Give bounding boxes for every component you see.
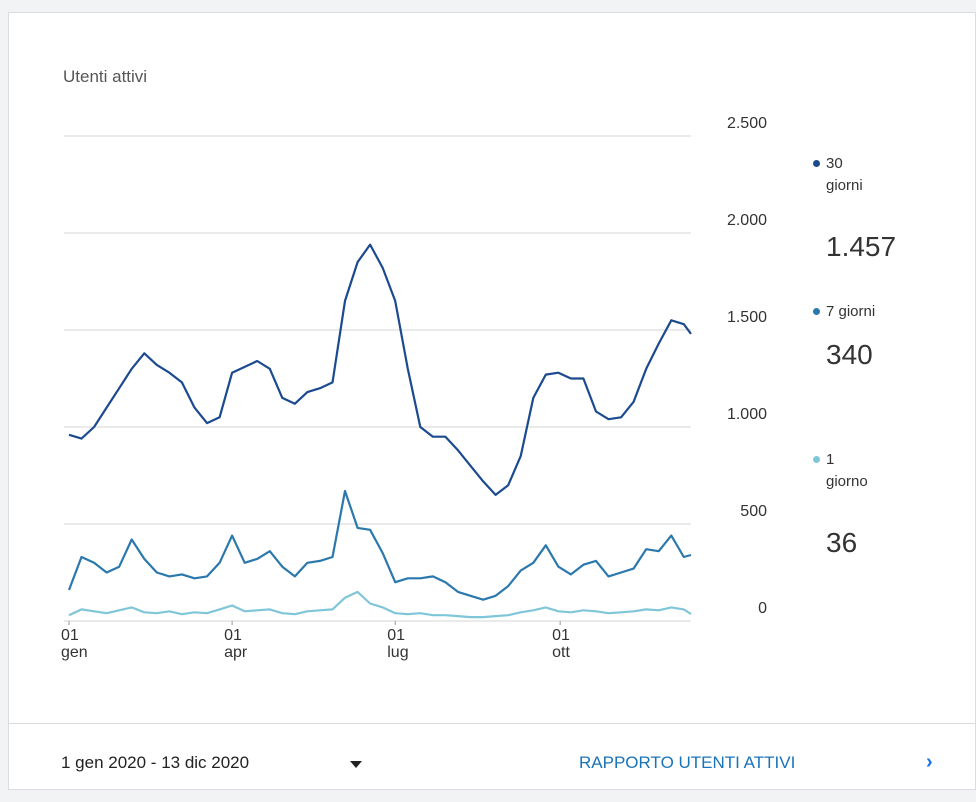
divider <box>9 723 975 724</box>
y-tick-label: 1.000 <box>727 406 767 423</box>
legend-swatch <box>813 160 820 167</box>
legend-label: 7 giorni <box>826 303 876 320</box>
legend-value: 1.457 <box>826 231 897 262</box>
legend-value: 340 <box>826 339 873 370</box>
x-tick-label: 01 gen <box>61 627 88 661</box>
x-tick-label: 01 apr <box>224 627 248 661</box>
report-link-arrow[interactable]: › <box>926 751 933 773</box>
series-line <box>68 590 692 619</box>
series-line <box>68 243 692 496</box>
legend-label: 30 giorni <box>826 155 863 194</box>
legend-swatch <box>813 456 820 463</box>
x-tick-label: 01 lug <box>387 627 409 661</box>
legend-label: 1 giorno <box>826 451 868 490</box>
chart: 0 500 1.000 1.500 2.000 2.500 <box>64 115 767 625</box>
card-title: Utenti attivi <box>63 67 148 86</box>
x-tick-label: 01 ott <box>552 627 570 661</box>
report-link[interactable]: RAPPORTO UTENTI ATTIVI <box>579 753 796 772</box>
legend-swatch <box>813 308 820 315</box>
series-line <box>67 489 692 601</box>
y-tick-label: 2.000 <box>727 212 767 229</box>
legend-value: 36 <box>826 527 858 558</box>
date-range-picker[interactable]: 1 gen 2020 - 13 dic 2020 <box>61 753 250 772</box>
dropdown-caret[interactable] <box>350 761 362 768</box>
card: Utenti attivi 0 500 1.000 1.500 2.000 2.500 3… <box>8 12 976 790</box>
y-tick-label: 1.500 <box>727 309 767 326</box>
y-tick-label: 0 <box>758 600 767 617</box>
y-tick-label: 2.500 <box>727 115 767 132</box>
y-tick-label: 500 <box>740 503 767 520</box>
